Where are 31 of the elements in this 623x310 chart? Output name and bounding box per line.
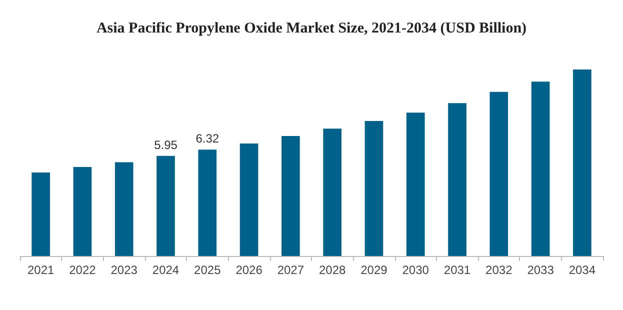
bar — [114, 162, 134, 256]
x-tick-label: 2030 — [402, 263, 430, 277]
x-tick-label: 2031 — [444, 263, 471, 277]
bar — [490, 92, 508, 256]
x-tick-label: 2029 — [360, 263, 388, 277]
x-tick-label: 2023 — [110, 263, 138, 277]
x-tick-label: 2034 — [568, 263, 596, 277]
x-tick-label: 2022 — [69, 263, 96, 277]
x-tick-label: 2033 — [527, 263, 554, 277]
bar — [32, 172, 50, 256]
data-label: 6.32 — [196, 132, 220, 146]
bar — [282, 136, 300, 256]
bar — [364, 120, 384, 256]
bar — [240, 144, 258, 256]
bar — [406, 112, 425, 256]
bar — [573, 69, 592, 256]
data-label: 5.95 — [154, 138, 178, 152]
bar — [531, 82, 550, 256]
bar — [448, 103, 466, 256]
x-tick-label: 2032 — [486, 263, 513, 277]
x-tick-label: 2024 — [152, 263, 180, 277]
x-tick-label: 2021 — [27, 263, 54, 277]
x-tick-label: 2026 — [236, 263, 263, 277]
x-tick-label: 2027 — [277, 263, 304, 277]
bar — [323, 128, 342, 256]
x-tick-label: 2028 — [318, 263, 346, 277]
bar — [156, 156, 175, 256]
bar — [198, 150, 217, 256]
chart-title: Asia Pacific Propylene Oxide Market Size, 2021-2034 (USD Billion) — [96, 20, 527, 36]
x-tick-label: 2025 — [194, 263, 222, 277]
bar — [73, 166, 92, 256]
